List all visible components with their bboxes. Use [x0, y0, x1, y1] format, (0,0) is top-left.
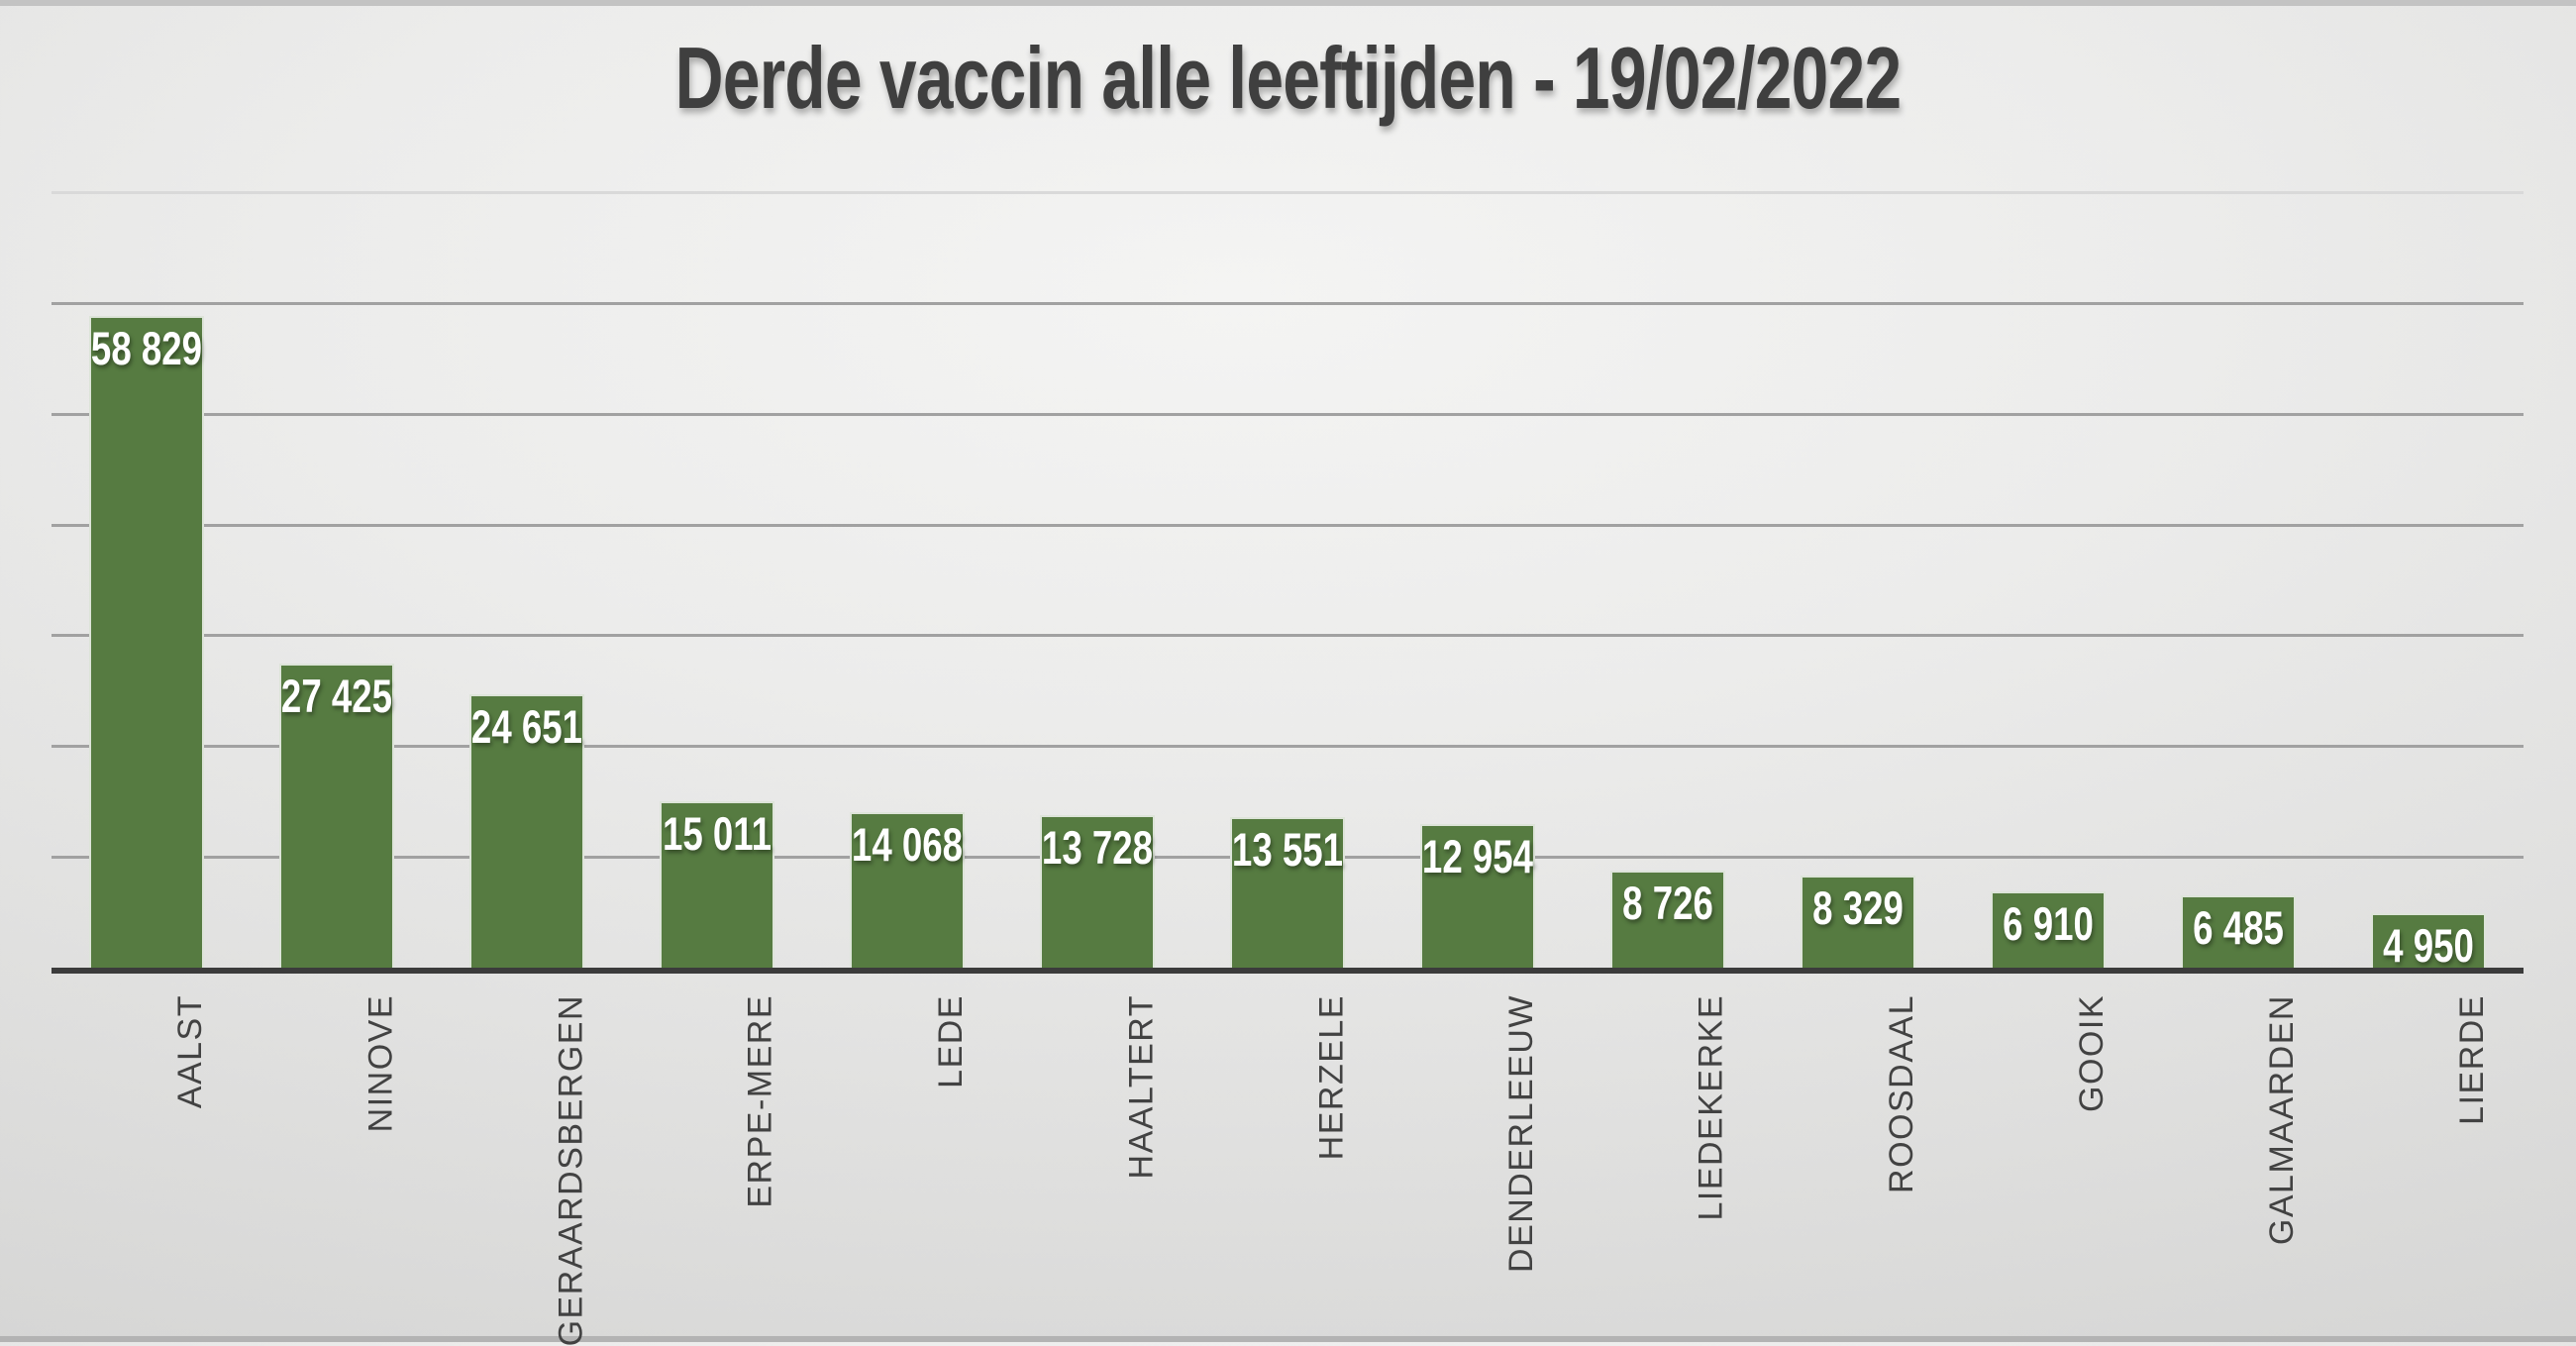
bar-value-label: 4 950 — [2383, 918, 2474, 972]
gridline — [52, 634, 2524, 638]
bar-column: 13 728 — [1002, 192, 1192, 968]
bar-column: 4 950 — [2333, 192, 2524, 972]
bar-column: 8 329 — [1763, 192, 1953, 968]
gridline — [52, 412, 2524, 416]
bar-column: 58 829 — [52, 192, 242, 968]
bar-value-label: 15 011 — [662, 807, 773, 861]
category-cell: ROOSDAAL — [1763, 994, 1953, 1336]
bar-column: 6 485 — [2143, 192, 2333, 968]
bar-value-label: 13 728 — [1041, 821, 1154, 875]
bar: 27 425 — [279, 664, 394, 968]
bar: 13 728 — [1040, 815, 1155, 968]
category-cell: AALST — [52, 994, 242, 1336]
category-label: GOOIK — [2073, 994, 2111, 1112]
category-cell: GERAARDSBERGEN — [432, 994, 622, 1346]
slide-top-border — [0, 0, 2576, 6]
bar: 58 829 — [89, 315, 204, 968]
columns: 58 829 27 425 24 651 15 011 14 068 13 72… — [52, 192, 2524, 972]
category-cell: DENDERLEEUW — [1383, 994, 1573, 1336]
category-cell: HAALTERT — [1002, 994, 1192, 1336]
bar: 6 910 — [1991, 890, 2106, 968]
plot-area: 58 829 27 425 24 651 15 011 14 068 13 72… — [52, 191, 2524, 974]
bar-column: 24 651 — [432, 192, 622, 968]
bar: 14 068 — [850, 811, 965, 968]
category-cell: LEDE — [812, 994, 1002, 1336]
bar-value-label: 24 651 — [470, 700, 583, 754]
gridline — [52, 301, 2524, 305]
bar-value-label: 13 551 — [1231, 823, 1344, 877]
x-axis-line — [52, 968, 2524, 974]
bar-value-label: 12 954 — [1421, 830, 1534, 883]
bar-column: 13 551 — [1192, 192, 1383, 968]
category-label: LIEDEKERKE — [1693, 994, 1730, 1221]
bar-column: 15 011 — [622, 192, 812, 968]
category-cell: HERZELE — [1192, 994, 1383, 1336]
bar-column: 6 910 — [1953, 192, 2143, 968]
category-cell: GALMAARDEN — [2143, 994, 2333, 1336]
bar-value-label: 58 829 — [90, 321, 203, 374]
category-label: HERZELE — [1312, 994, 1350, 1161]
category-cell: GOOIK — [1953, 994, 2143, 1336]
category-label: GERAARDSBERGEN — [552, 994, 589, 1346]
category-label: ERPE-MERE — [742, 994, 779, 1208]
bar: 13 551 — [1230, 817, 1345, 968]
bar: 15 011 — [660, 801, 774, 968]
category-label: HAALTERT — [1122, 994, 1160, 1180]
bar-value-label: 14 068 — [851, 817, 964, 871]
slide-bottom-border — [0, 1336, 2576, 1342]
bar: 6 485 — [2181, 895, 2296, 968]
bar-value-label: 8 329 — [1812, 880, 1904, 934]
gridline — [52, 745, 2524, 749]
gridline — [52, 523, 2524, 527]
bar: 8 329 — [1801, 875, 1915, 968]
category-labels: AALST NINOVE GERAARDSBERGEN ERPE-MERE LE… — [52, 994, 2524, 1346]
bar: 8 726 — [1610, 871, 1725, 968]
category-cell: LIEDEKERKE — [1573, 994, 1763, 1336]
gridline — [52, 191, 2524, 194]
category-cell: ERPE-MERE — [622, 994, 812, 1336]
category-label: LIERDE — [2453, 994, 2491, 1125]
category-label: ROOSDAAL — [1883, 994, 1920, 1193]
category-label: NINOVE — [361, 994, 399, 1133]
bar: 24 651 — [469, 694, 584, 968]
category-cell: LIERDE — [2333, 994, 2524, 1336]
category-label: DENDERLEEUW — [1502, 994, 1540, 1273]
bar-column: 12 954 — [1383, 192, 1573, 968]
bar: 4 950 — [2371, 912, 2486, 972]
bar-value-label: 6 910 — [2003, 896, 2094, 950]
category-label: GALMAARDEN — [2263, 994, 2301, 1246]
bar-column: 8 726 — [1573, 192, 1763, 968]
category-label: LEDE — [932, 994, 970, 1088]
bar: 12 954 — [1420, 824, 1535, 968]
bar-value-label: 6 485 — [2193, 901, 2284, 955]
bar-column: 14 068 — [812, 192, 1002, 968]
chart-title: Derde vaccin alle leeftijden - 19/02/202… — [674, 29, 1903, 127]
bar-column: 27 425 — [242, 192, 432, 968]
bar-value-label: 8 726 — [1622, 877, 1713, 930]
bar-value-label: 27 425 — [280, 670, 393, 723]
category-cell: NINOVE — [242, 994, 432, 1336]
category-label: AALST — [171, 994, 209, 1109]
